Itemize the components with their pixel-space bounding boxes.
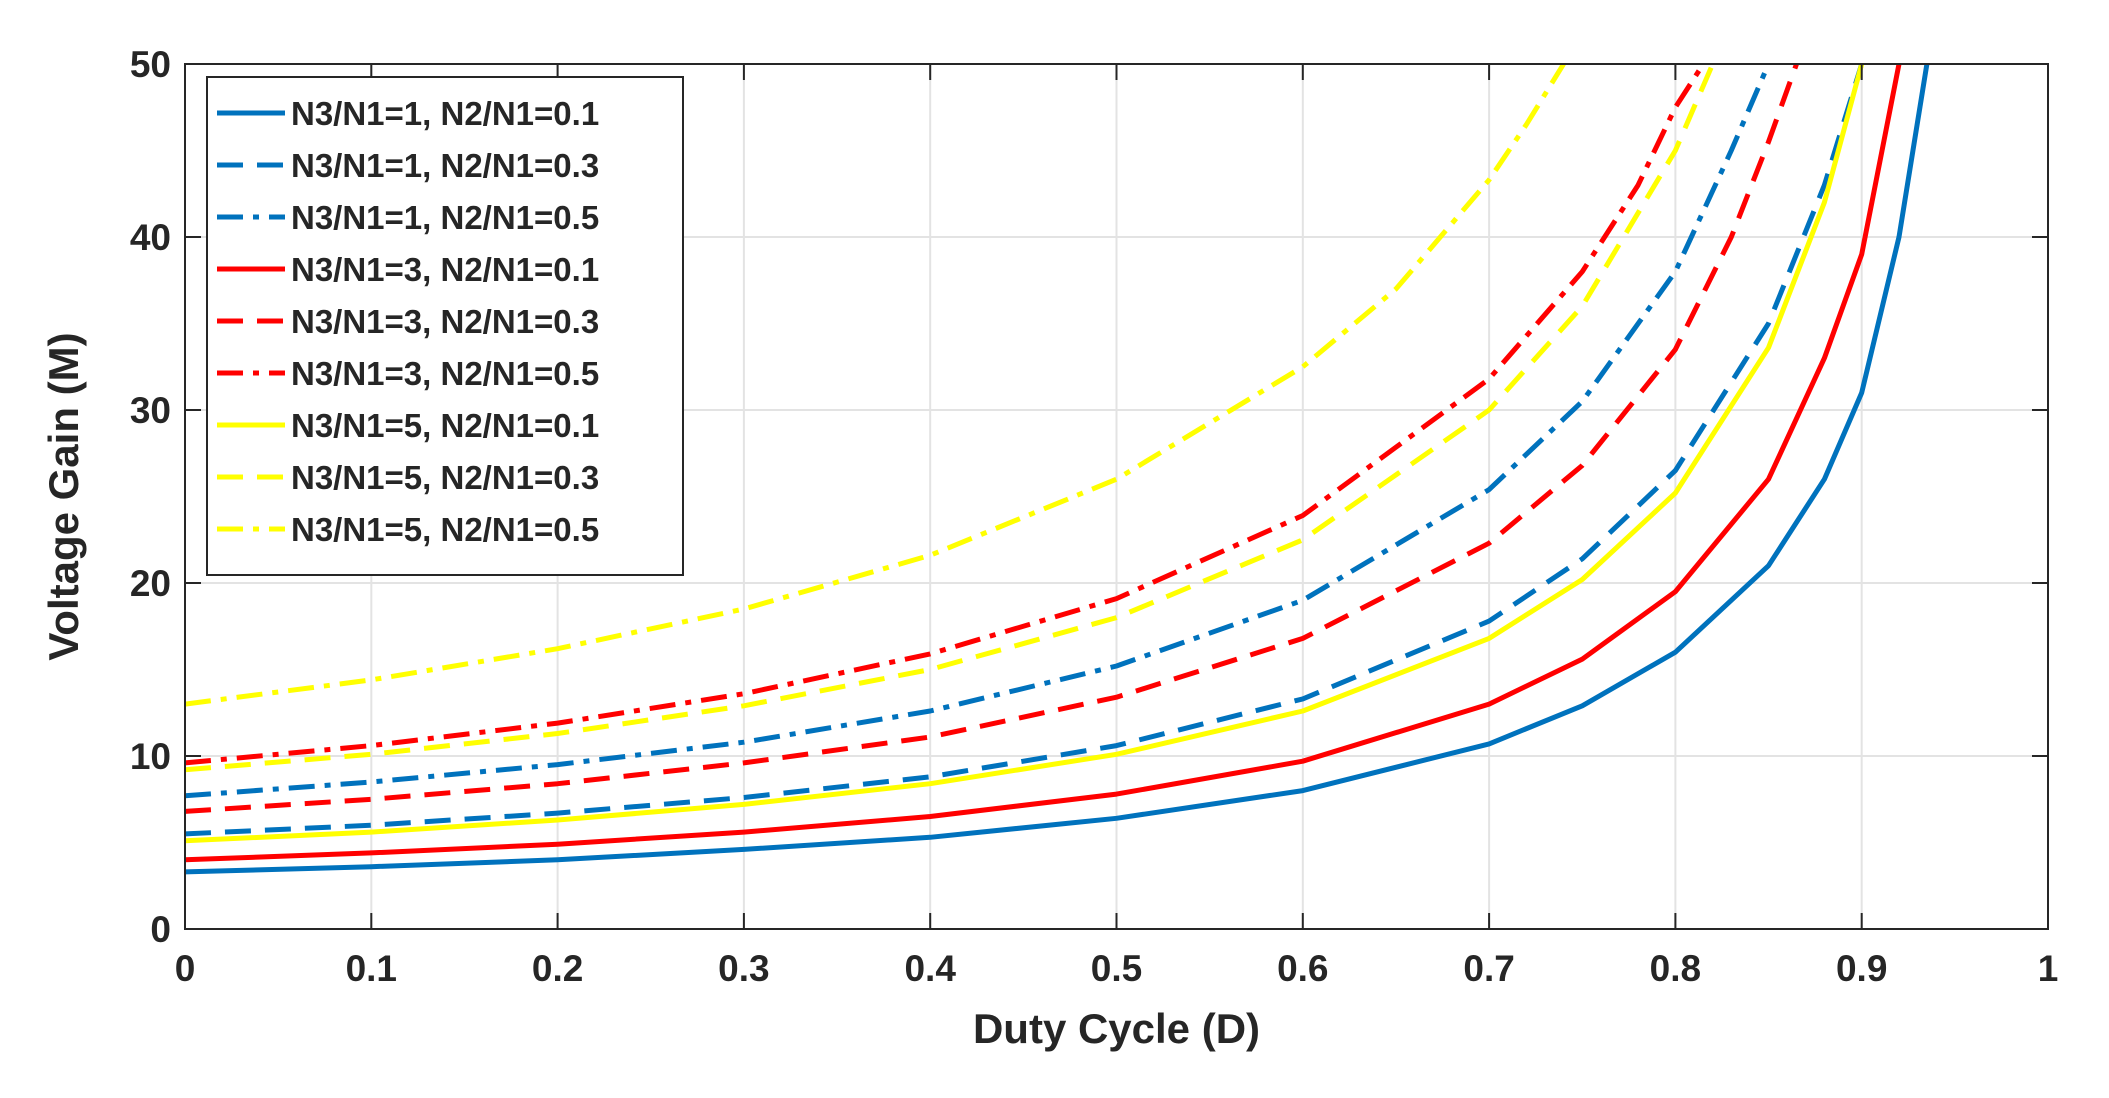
series-line-1 xyxy=(185,64,1930,875)
legend-label-4: N3/N1=3, N2/N1=0.1 xyxy=(291,251,599,288)
legend-label-6: N3/N1=3, N2/N1=0.5 xyxy=(291,355,599,392)
y-tick-label: 10 xyxy=(130,736,171,777)
legend: N3/N1=1, N2/N1=0.1 N3/N1=1, N2/N1=0.3 N3/N… xyxy=(206,76,684,576)
x-tick-label: 1 xyxy=(2038,948,2059,989)
x-tick-label: 0.9 xyxy=(1836,948,1887,989)
legend-label-9: N3/N1=5, N2/N1=0.5 xyxy=(291,511,599,548)
y-tick-label: 0 xyxy=(150,909,171,950)
x-tick-label: 0.5 xyxy=(1091,948,1142,989)
x-tick-label: 0.7 xyxy=(1463,948,1514,989)
x-tick-label: 0 xyxy=(175,948,196,989)
legend-label-1: N3/N1=1, N2/N1=0.1 xyxy=(291,95,599,132)
series-lines xyxy=(185,64,1930,875)
legend-label-5: N3/N1=3, N2/N1=0.3 xyxy=(291,303,599,340)
x-axis-label: Duty Cycle (D) xyxy=(973,1005,1260,1052)
series-line-8 xyxy=(185,64,1715,773)
x-tick-label: 0.3 xyxy=(718,948,769,989)
series-line-7 xyxy=(185,64,1865,844)
series-line-2 xyxy=(185,64,1865,837)
legend-label-3: N3/N1=1, N2/N1=0.5 xyxy=(291,199,599,236)
series-line-4 xyxy=(185,64,1902,863)
y-tick-label: 20 xyxy=(130,563,171,604)
legend-label-7: N3/N1=5, N2/N1=0.1 xyxy=(291,407,599,444)
x-tick-label: 0.8 xyxy=(1650,948,1701,989)
series-line-3 xyxy=(185,64,1771,799)
x-tick-label: 0.6 xyxy=(1277,948,1328,989)
legend-label-8: N3/N1=5, N2/N1=0.3 xyxy=(291,459,599,496)
series-line-9 xyxy=(185,64,1566,707)
x-tick-label: 0.4 xyxy=(904,948,956,989)
x-tick-label: 0.2 xyxy=(532,948,583,989)
y-axis-label: Voltage Gain (M) xyxy=(40,332,87,660)
axis-ticks xyxy=(184,63,2049,930)
y-tick-label: 50 xyxy=(130,44,171,85)
series-line-6 xyxy=(185,64,1706,766)
series-line-5 xyxy=(185,64,1799,814)
legend-label-2: N3/N1=1, N2/N1=0.3 xyxy=(291,147,599,184)
x-tick-label: 0.1 xyxy=(346,948,397,989)
y-tick-label: 30 xyxy=(130,390,171,431)
y-tick-label: 40 xyxy=(130,217,171,258)
legend-box xyxy=(206,76,684,576)
